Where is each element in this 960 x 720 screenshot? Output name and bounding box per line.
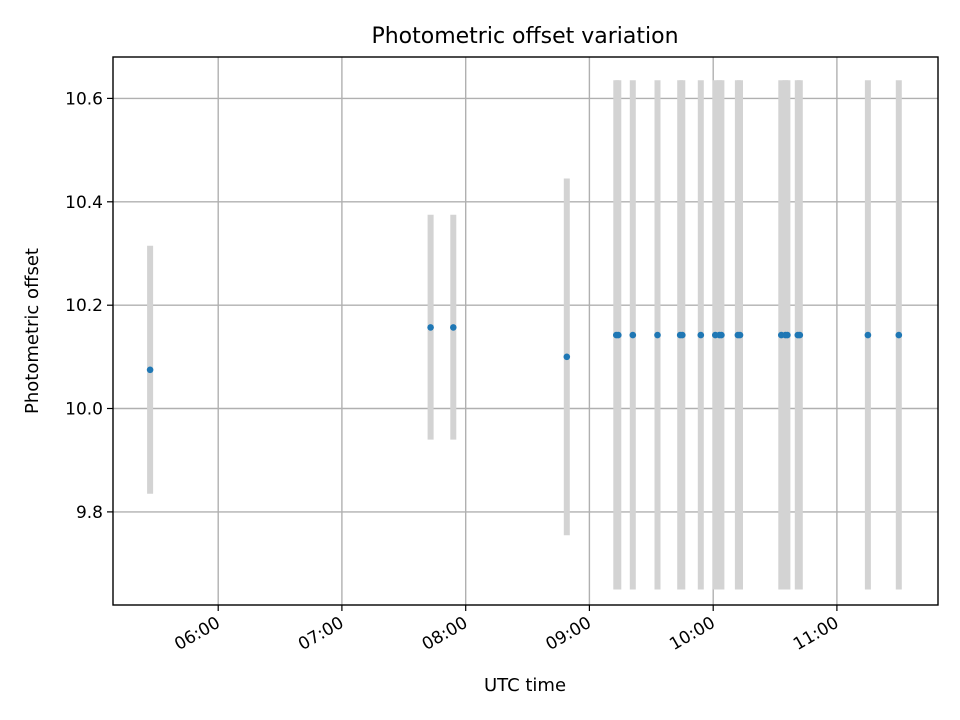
data-point: [615, 331, 622, 339]
y-ticks: 9.8 10.0 10.2 10.4 10.6: [65, 89, 113, 523]
data-point: [718, 331, 725, 339]
y-tick-label: 10.4: [65, 193, 103, 213]
x-axis-label: UTC time: [484, 675, 566, 696]
marker-layer: [146, 324, 903, 374]
data-point: [697, 331, 705, 339]
data-point: [796, 331, 804, 339]
data-point: [736, 331, 744, 339]
y-tick-label: 10.0: [65, 400, 103, 420]
y-tick-label: 10.2: [65, 296, 103, 316]
plot-frame: [112, 56, 939, 606]
y-tick-label: 10.6: [65, 89, 103, 109]
chart-title: Photometric offset variation: [371, 24, 678, 49]
y-tick-label: 9.8: [76, 503, 103, 523]
data-point: [654, 331, 661, 339]
y-axis-label: Photometric offset: [22, 248, 43, 414]
data-point: [450, 324, 457, 331]
data-point: [563, 353, 571, 361]
data-point: [679, 331, 686, 339]
data-point: [784, 331, 791, 339]
data-point: [864, 331, 872, 339]
data-point: [427, 324, 434, 331]
data-point: [895, 331, 903, 339]
data-point: [629, 331, 637, 339]
data-point: [146, 366, 154, 374]
